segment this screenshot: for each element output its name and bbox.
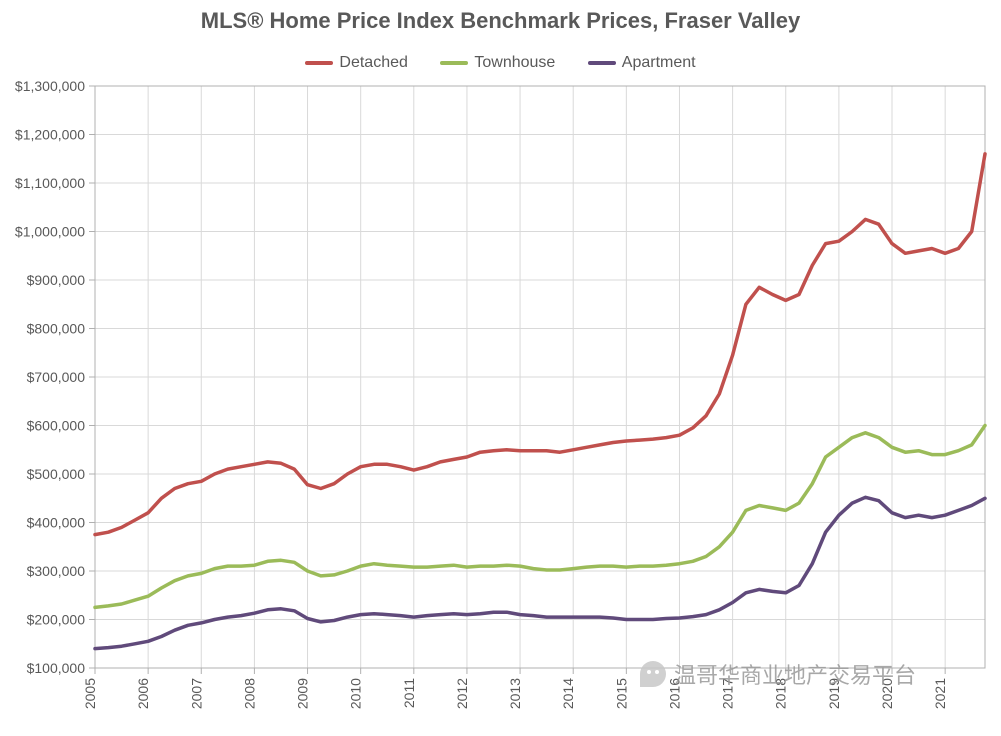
svg-text:2016: 2016 xyxy=(666,678,682,709)
svg-text:$900,000: $900,000 xyxy=(27,272,86,288)
svg-text:2018: 2018 xyxy=(773,678,789,709)
svg-text:2011: 2011 xyxy=(401,678,417,708)
svg-text:2014: 2014 xyxy=(560,678,576,709)
svg-text:2017: 2017 xyxy=(720,678,736,709)
svg-text:2009: 2009 xyxy=(295,678,311,709)
svg-text:$300,000: $300,000 xyxy=(27,563,86,579)
svg-text:$100,000: $100,000 xyxy=(27,660,86,676)
svg-text:2006: 2006 xyxy=(135,678,151,709)
svg-text:$1,000,000: $1,000,000 xyxy=(15,224,85,240)
svg-text:2015: 2015 xyxy=(613,678,629,709)
svg-text:2013: 2013 xyxy=(507,678,523,709)
svg-text:$200,000: $200,000 xyxy=(27,612,86,628)
svg-text:2008: 2008 xyxy=(241,678,257,709)
chart-svg: $100,000 $200,000 $300,000 $400,000 $500,000… xyxy=(0,0,1001,736)
svg-text:$400,000: $400,000 xyxy=(27,515,86,531)
svg-text:$500,000: $500,000 xyxy=(27,466,86,482)
svg-text:2020: 2020 xyxy=(879,678,895,709)
svg-text:$800,000: $800,000 xyxy=(27,321,86,337)
svg-text:$1,100,000: $1,100,000 xyxy=(15,175,85,191)
svg-text:2021: 2021 xyxy=(932,678,948,709)
svg-text:$600,000: $600,000 xyxy=(27,418,86,434)
svg-text:2005: 2005 xyxy=(82,678,98,709)
svg-text:2010: 2010 xyxy=(348,678,364,709)
svg-text:2012: 2012 xyxy=(454,678,470,709)
chart-container: MLS® Home Price Index Benchmark Prices, … xyxy=(0,0,1001,736)
svg-text:2019: 2019 xyxy=(826,678,842,709)
svg-text:2007: 2007 xyxy=(188,678,204,709)
svg-text:$1,300,000: $1,300,000 xyxy=(15,78,85,94)
svg-text:$700,000: $700,000 xyxy=(27,369,86,385)
svg-text:$1,200,000: $1,200,000 xyxy=(15,127,85,143)
